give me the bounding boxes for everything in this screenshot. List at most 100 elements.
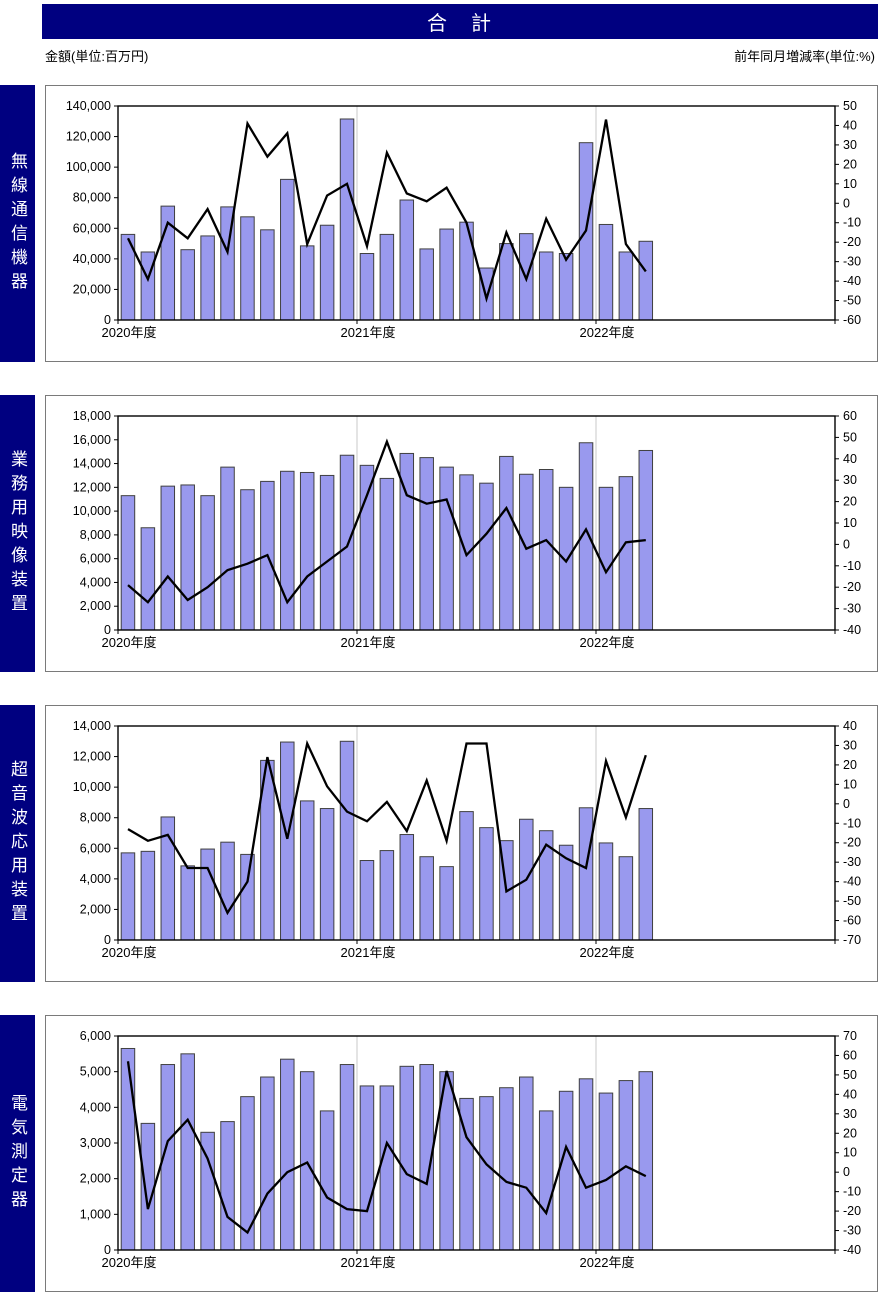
- bar-2020-12: [280, 178, 295, 321]
- svg-text:5,000: 5,000: [80, 1065, 111, 1079]
- bar-2020-11: [260, 1076, 275, 1251]
- svg-text:40: 40: [843, 118, 857, 132]
- bar-2020-12: [280, 470, 295, 631]
- bar-2022-04: [598, 223, 614, 321]
- page-title: 合 計: [427, 13, 493, 35]
- svg-text:20: 20: [843, 495, 857, 509]
- svg-text:-30: -30: [843, 855, 861, 869]
- bar-2022-05: [618, 251, 634, 321]
- svg-text:-30: -30: [843, 1224, 861, 1238]
- svg-text:0: 0: [843, 797, 850, 811]
- bar-2022-02: [558, 253, 574, 321]
- svg-text:-40: -40: [843, 875, 861, 889]
- svg-text:10: 10: [843, 777, 857, 791]
- bar-2021-05: [379, 1085, 395, 1251]
- bar-2020-06: [160, 485, 176, 631]
- left-axis: 0 1,000 2,000 3,000 4,000 5,000 6,000: [80, 1029, 118, 1257]
- x-year-label: 2021年度: [341, 325, 396, 340]
- x-year-label: 2020年度: [102, 945, 157, 960]
- chart-wireless-comm: 0 20,000 40,000 60,000 80,000 100,000 120,000 1…: [45, 85, 878, 362]
- svg-text:-50: -50: [843, 294, 861, 308]
- bar-series: [120, 1047, 654, 1251]
- bar-2022-02: [558, 486, 574, 631]
- x-year-label: 2020年度: [102, 325, 157, 340]
- svg-text:18,000: 18,000: [73, 409, 111, 423]
- chart-ultrasonic: 0 2,000 4,000 6,000 8,000 10,000 12,000 14,000 -…: [45, 705, 878, 982]
- chart-canvas: 0 2,000 4,000 6,000 8,000 10,000 12,000 14,000 1…: [45, 395, 878, 672]
- bar-2022-05: [618, 476, 634, 631]
- bar-2020-05: [140, 251, 156, 321]
- bar-2021-12: [519, 473, 534, 631]
- svg-text:-30: -30: [843, 255, 861, 269]
- bar-2020-08: [200, 848, 215, 941]
- bar-2020-10: [240, 853, 255, 941]
- bar-2021-10: [479, 482, 494, 631]
- svg-text:40: 40: [843, 452, 857, 466]
- svg-text:2,000: 2,000: [80, 902, 111, 916]
- side-label-pro-video: 業務用映像装置: [0, 395, 35, 672]
- svg-text:6,000: 6,000: [80, 552, 111, 566]
- svg-text:50: 50: [843, 1068, 857, 1082]
- bar-2021-01: [299, 1071, 315, 1251]
- bar-2022-01: [538, 469, 554, 631]
- bar-2021-02: [319, 808, 335, 941]
- bar-2022-02: [558, 1090, 574, 1251]
- chart-canvas: 0 2,000 4,000 6,000 8,000 10,000 12,000 14,000 -…: [45, 705, 878, 982]
- svg-text:20: 20: [843, 758, 857, 772]
- bar-2021-10: [479, 827, 494, 941]
- bar-2020-07: [180, 1053, 195, 1251]
- bar-2021-04: [359, 860, 375, 941]
- bar-2021-09: [459, 811, 474, 941]
- svg-text:8,000: 8,000: [80, 528, 111, 542]
- bar-2021-11: [499, 455, 514, 631]
- side-label-ultrasonic: 超音波応用装置: [0, 705, 35, 982]
- x-axis: 2020年度 2021年度 2022年度: [102, 1250, 836, 1270]
- svg-text:30: 30: [843, 738, 857, 752]
- bar-2021-01: [299, 800, 315, 941]
- left-axis: 0 2,000 4,000 6,000 8,000 10,000 12,000 14,000: [73, 719, 118, 947]
- right-axis: -60 -50 -40 -30 -20 -10 0 10 20 30 40 50: [835, 99, 861, 327]
- bar-2022-03: [578, 807, 594, 941]
- bar-2020-05: [140, 527, 156, 631]
- bar-2020-09: [220, 1121, 235, 1251]
- left-axis: 0 20,000 40,000 60,000 80,000 100,000 120,000 1…: [66, 99, 118, 327]
- svg-text:8,000: 8,000: [80, 811, 111, 825]
- svg-text:-20: -20: [843, 580, 861, 594]
- x-year-label: 2022年度: [580, 1255, 635, 1270]
- svg-text:1,000: 1,000: [80, 1207, 111, 1221]
- svg-text:12,000: 12,000: [73, 750, 111, 764]
- bar-2021-01: [299, 471, 315, 631]
- bar-2022-04: [598, 486, 614, 631]
- bar-2021-07: [419, 457, 434, 631]
- svg-text:60: 60: [843, 409, 857, 423]
- chart-electrical-measuring: 0 1,000 2,000 3,000 4,000 5,000 6,000 -40 -30 -20…: [45, 1015, 878, 1292]
- svg-text:-50: -50: [843, 894, 861, 908]
- svg-text:80,000: 80,000: [73, 191, 111, 205]
- bar-2021-06: [399, 199, 415, 321]
- bar-2022-04: [598, 842, 614, 941]
- bar-2021-04: [359, 253, 375, 321]
- x-year-label: 2022年度: [580, 325, 635, 340]
- bar-2020-12: [280, 1058, 295, 1251]
- svg-text:40: 40: [843, 1087, 857, 1101]
- svg-text:10: 10: [843, 1146, 857, 1160]
- bar-2020-09: [220, 841, 235, 941]
- bar-2020-10: [240, 216, 255, 321]
- right-axis: -40 -30 -20 -10 0 10 20 30 40 50 60 70: [835, 1029, 861, 1257]
- svg-text:-40: -40: [843, 274, 861, 288]
- svg-text:50: 50: [843, 430, 857, 444]
- x-axis: 2020年度 2021年度 2022年度: [102, 630, 836, 650]
- svg-text:14,000: 14,000: [73, 457, 111, 471]
- bar-2021-08: [439, 866, 454, 941]
- bar-2021-03: [339, 1064, 355, 1251]
- x-year-label: 2021年度: [341, 635, 396, 650]
- svg-text:30: 30: [843, 473, 857, 487]
- svg-text:0: 0: [843, 537, 850, 551]
- svg-text:40: 40: [843, 719, 857, 733]
- bar-2020-04: [120, 1047, 136, 1251]
- svg-text:0: 0: [104, 623, 111, 637]
- bar-series: [120, 118, 654, 321]
- svg-text:-10: -10: [843, 1185, 861, 1199]
- x-axis: 2020年度 2021年度 2022年度: [102, 320, 836, 340]
- bar-2022-06: [638, 1071, 654, 1251]
